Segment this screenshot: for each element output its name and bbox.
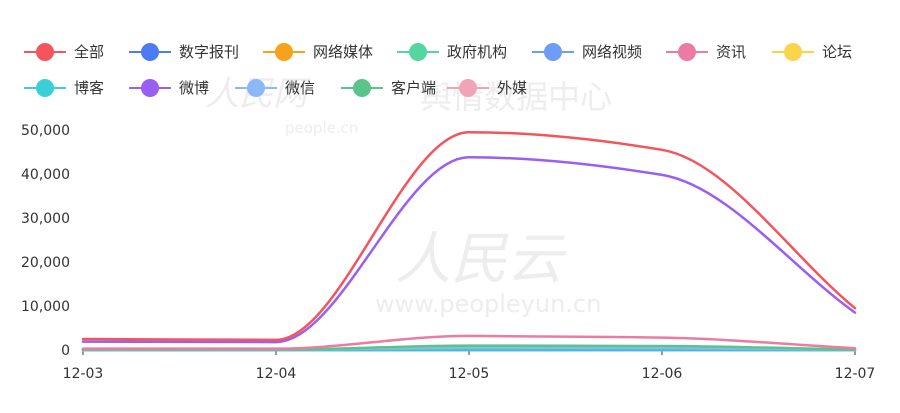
legend-label: 微信 xyxy=(285,79,315,97)
legend-marker xyxy=(275,43,293,61)
legend-label: 微博 xyxy=(179,79,209,97)
legend-label: 网络视频 xyxy=(582,43,642,61)
legend-marker xyxy=(678,43,696,61)
watermark-text: 人民云 xyxy=(395,227,567,292)
legend-item[interactable]: 客户端 xyxy=(341,79,436,97)
legend-marker xyxy=(247,79,265,97)
series-line xyxy=(81,130,857,342)
legend-item[interactable]: 外媒 xyxy=(447,79,527,97)
legend-marker xyxy=(141,79,159,97)
y-tick-label: 20,000 xyxy=(21,255,70,271)
legend-marker xyxy=(409,43,427,61)
y-tick-label: 40,000 xyxy=(21,167,70,183)
legend-item[interactable]: 博客 xyxy=(24,79,104,97)
x-tick-label: 12-03 xyxy=(63,366,104,382)
legend-label: 外媒 xyxy=(497,79,527,97)
legend-item[interactable]: 网络媒体 xyxy=(263,43,373,61)
legend-marker xyxy=(353,79,371,97)
x-tick-label: 12-07 xyxy=(835,366,876,382)
y-tick-label: 10,000 xyxy=(21,299,70,315)
legend-label: 政府机构 xyxy=(447,43,507,61)
legend-marker xyxy=(36,79,54,97)
legend-marker xyxy=(36,43,54,61)
y-tick-label: 30,000 xyxy=(21,211,70,227)
legend-item[interactable]: 政府机构 xyxy=(397,43,507,61)
legend-label: 资讯 xyxy=(716,43,746,61)
legend-label: 数字报刊 xyxy=(179,43,239,61)
legend-marker xyxy=(784,43,802,61)
y-axis: 0 10,000 20,000 30,000 40,000 50,000 xyxy=(21,123,70,359)
x-tick-label: 12-05 xyxy=(449,366,490,382)
legend-item[interactable]: 微信 xyxy=(235,79,315,97)
legend-item[interactable]: 微博 xyxy=(129,79,209,97)
series-line xyxy=(81,334,857,350)
legend-label: 客户端 xyxy=(391,79,436,97)
legend-item[interactable]: 数字报刊 xyxy=(129,43,239,61)
x-tick-label: 12-04 xyxy=(256,366,297,382)
legend-label: 博客 xyxy=(74,79,104,97)
legend-item[interactable]: 论坛 xyxy=(772,43,852,61)
legend-label: 全部 xyxy=(74,43,104,61)
legend-item[interactable]: 全部 xyxy=(24,43,104,61)
series-line xyxy=(81,156,857,344)
plot-area xyxy=(81,130,857,352)
y-tick-label: 50,000 xyxy=(21,123,70,139)
x-axis: 12-03 12-04 12-05 12-06 12-07 xyxy=(63,349,876,382)
legend-marker xyxy=(141,43,159,61)
legend-marker xyxy=(544,43,562,61)
legend-item[interactable]: 网络视频 xyxy=(532,43,642,61)
watermark-text: www.peopleyun.cn xyxy=(375,290,601,318)
watermark-text: 舆情数据中心 xyxy=(420,78,612,116)
legend-item[interactable]: 资讯 xyxy=(666,43,746,61)
legend-label: 论坛 xyxy=(822,43,852,61)
x-tick-label: 12-06 xyxy=(642,366,683,382)
legend-marker xyxy=(459,79,477,97)
legend-label: 网络媒体 xyxy=(313,43,373,61)
watermark-text: people.cn xyxy=(285,119,358,137)
y-tick-label: 0 xyxy=(61,343,70,359)
